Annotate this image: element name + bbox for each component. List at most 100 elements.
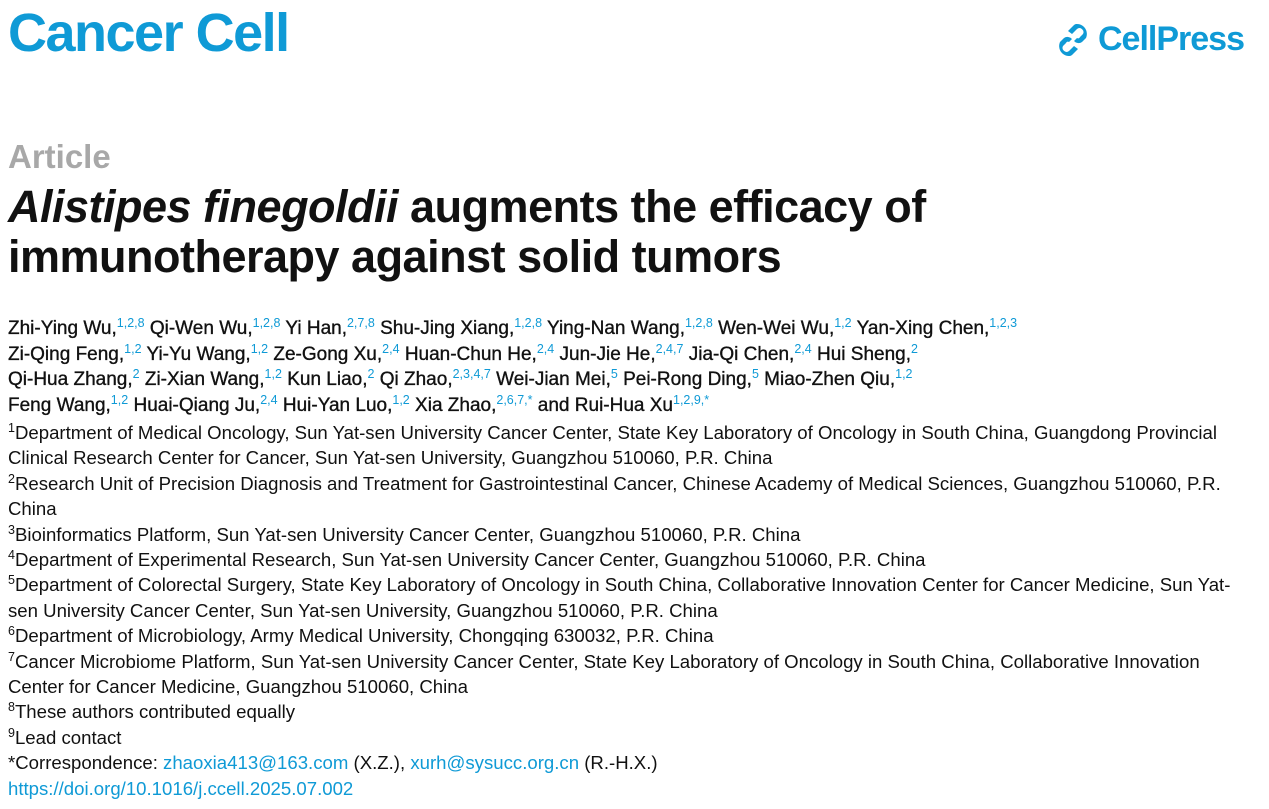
author-name: Jun-Jie He, [559, 343, 656, 365]
article-type: Article [8, 138, 111, 175]
author-name: and Rui-Hua Xu [537, 394, 674, 416]
author-name: Feng Wang, [8, 394, 111, 416]
author-affiliation-refs[interactable]: 2,6,7,* [496, 392, 533, 407]
affiliation-number: 6 [8, 624, 15, 639]
author-name: Zi-Qing Feng, [8, 343, 125, 365]
journal-name: Cancer Cell [8, 3, 290, 63]
author-name: Zi-Xian Wang, [144, 369, 265, 390]
author-line: Qi-Hua Zhang,2 Zi-Xian Wang,1,2 Kun Liao… [8, 367, 1269, 393]
author-name: Yi-Yu Wang, [146, 343, 251, 365]
author-affiliation-refs[interactable]: 2,4,7 [655, 341, 684, 356]
affiliation: 9Lead contact [8, 725, 1258, 750]
author-affiliation-refs[interactable]: 1,2 [250, 341, 269, 356]
affiliation-number: 1 [8, 421, 15, 435]
author-name: Yan-Xing Chen, [856, 318, 990, 339]
author-name: Jia-Qi Chen, [688, 343, 795, 365]
affiliation: 4Department of Experimental Research, Su… [8, 547, 1258, 572]
affiliation-number: 2 [8, 471, 15, 486]
affiliation: 1Department of Medical Oncology, Sun Yat… [8, 420, 1258, 471]
affiliation-number: 7 [8, 649, 15, 664]
affiliation: 6Department of Microbiology, Army Medica… [8, 623, 1258, 648]
author-affiliation-refs[interactable]: 5 [751, 367, 759, 381]
correspondence-label: *Correspondence: [8, 752, 164, 774]
author-name: Yi Han, [285, 318, 347, 339]
affiliation-text: Research Unit of Precision Diagnosis and… [8, 472, 1221, 520]
correspondence: *Correspondence: zhaoxia413@163.com (X.Z… [8, 750, 1258, 775]
author-affiliation-refs[interactable]: 2,4 [794, 341, 812, 356]
author-affiliation-refs[interactable]: 2 [367, 367, 375, 381]
author-line: Feng Wang,1,2 Huai-Qiang Ju,2,4 Hui-Yan … [8, 393, 1269, 419]
affiliation-text: These authors contributed equally [14, 701, 296, 723]
author-name: Miao-Zhen Qiu, [764, 369, 896, 390]
author-name: Ze-Gong Xu, [273, 343, 383, 365]
affiliation-number: 9 [8, 725, 15, 740]
author-affiliation-refs[interactable]: 2,4 [260, 392, 278, 407]
affiliation: 7Cancer Microbiome Platform, Sun Yat-sen… [8, 649, 1258, 700]
author-affiliation-refs[interactable]: 2,4 [382, 341, 400, 356]
author-affiliation-refs[interactable]: 1,2,9,* [673, 392, 710, 407]
author-line: Zi-Qing Feng,1,2 Yi-Yu Wang,1,2 Ze-Gong … [8, 342, 1269, 368]
affiliation-text: Department of Medical Oncology, Sun Yat-… [8, 422, 1217, 469]
affiliations: 1Department of Medical Oncology, Sun Yat… [8, 420, 1258, 801]
author-name: Shu-Jing Xiang, [380, 318, 515, 339]
author-name: Qi-Wen Wu, [149, 318, 253, 339]
doi-link[interactable]: https://doi.org/10.1016/j.ccell.2025.07.… [8, 777, 354, 799]
author-affiliation-refs[interactable]: 1,2,8 [684, 316, 713, 330]
affiliation: 2Research Unit of Precision Diagnosis an… [8, 471, 1258, 522]
author-affiliation-refs[interactable]: 1,2,3 [989, 316, 1018, 330]
title-species: Alistipes finegoldii [8, 181, 399, 232]
author-line: Zhi-Ying Wu,1,2,8 Qi-Wen Wu,1,2,8 Yi Han… [8, 316, 1269, 342]
author-list: Zhi-Ying Wu,1,2,8 Qi-Wen Wu,1,2,8 Yi Han… [8, 316, 1269, 418]
author-name: Wen-Wei Wu, [718, 318, 835, 339]
article-title: Alistipes finegoldii augments the effica… [8, 182, 1108, 282]
author-affiliation-refs[interactable]: 1,2 [392, 392, 410, 407]
author-affiliation-refs[interactable]: 1,2,8 [252, 316, 281, 330]
author-name: Pei-Rong Ding, [623, 369, 752, 390]
affiliation-number: 5 [8, 573, 15, 588]
author-affiliation-refs[interactable]: 2,3,4,7 [452, 367, 491, 381]
affiliation-number: 8 [8, 700, 15, 715]
affiliation: 5Department of Colorectal Surgery, State… [8, 572, 1258, 623]
author-name: Hui Sheng, [817, 343, 912, 365]
author-affiliation-refs[interactable]: 2,4 [536, 341, 555, 356]
author-affiliation-refs[interactable]: 1,2 [895, 367, 913, 381]
author-affiliation-refs[interactable]: 2,7,8 [346, 316, 375, 330]
affiliation: 3Bioinformatics Platform, Sun Yat-sen Un… [8, 522, 1258, 547]
cellpress-link-icon [1059, 23, 1087, 56]
affiliation-text: Department of Colorectal Surgery, State … [8, 574, 1231, 621]
author-affiliation-refs[interactable]: 5 [610, 367, 618, 381]
author-affiliation-refs[interactable]: 1,2 [124, 341, 142, 356]
email-link-zhao[interactable]: zhaoxia413@163.com [163, 752, 349, 774]
affiliation-number: 4 [8, 548, 15, 563]
affiliation-text: Department of Experimental Research, Sun… [14, 549, 926, 571]
affiliation-text: Bioinformatics Platform, Sun Yat-sen Uni… [14, 523, 801, 545]
author-affiliation-refs[interactable]: 1,2 [264, 367, 282, 381]
author-name: Hui-Yan Luo, [282, 394, 393, 416]
email-link-xu[interactable]: xurh@sysucc.org.cn [410, 752, 580, 774]
author-name: Huan-Chun He, [404, 343, 537, 365]
author-affiliation-refs[interactable]: 2 [911, 341, 918, 356]
author-name: Huai-Qiang Ju, [133, 394, 261, 416]
author-name: Kun Liao, [287, 369, 368, 390]
affiliation-text: Department of Microbiology, Army Medical… [14, 625, 714, 647]
author-name: Ying-Nan Wang, [546, 318, 685, 339]
affiliation-text: Lead contact [14, 726, 122, 748]
author-affiliation-refs[interactable]: 1,2 [834, 316, 852, 330]
cellpress-wordmark: CellPress [1098, 20, 1245, 58]
author-name: Zhi-Ying Wu, [8, 318, 117, 339]
author-affiliation-refs[interactable]: 1,2,8 [514, 316, 543, 330]
author-affiliation-refs[interactable]: 1,2 [110, 392, 129, 407]
author-name: Xia Zhao, [415, 394, 497, 416]
initials-xu: (R.-H.X.) [579, 752, 658, 774]
author-affiliation-refs[interactable]: 2 [132, 367, 140, 381]
author-name: Qi Zhao, [379, 369, 453, 390]
cellpress-logo[interactable]: CellPress [1054, 20, 1245, 59]
affiliation-number: 3 [8, 522, 15, 537]
title-rest: augments the efficacy of immunotherapy a… [8, 181, 926, 282]
initials-zhao: (X.Z.), [348, 752, 411, 774]
author-name: Wei-Jian Mei, [496, 369, 611, 390]
author-affiliation-refs[interactable]: 1,2,8 [116, 316, 145, 330]
author-name: Qi-Hua Zhang, [8, 369, 133, 390]
affiliation-text: Cancer Microbiome Platform, Sun Yat-sen … [8, 650, 1200, 698]
affiliation: 8These authors contributed equally [8, 699, 1258, 724]
